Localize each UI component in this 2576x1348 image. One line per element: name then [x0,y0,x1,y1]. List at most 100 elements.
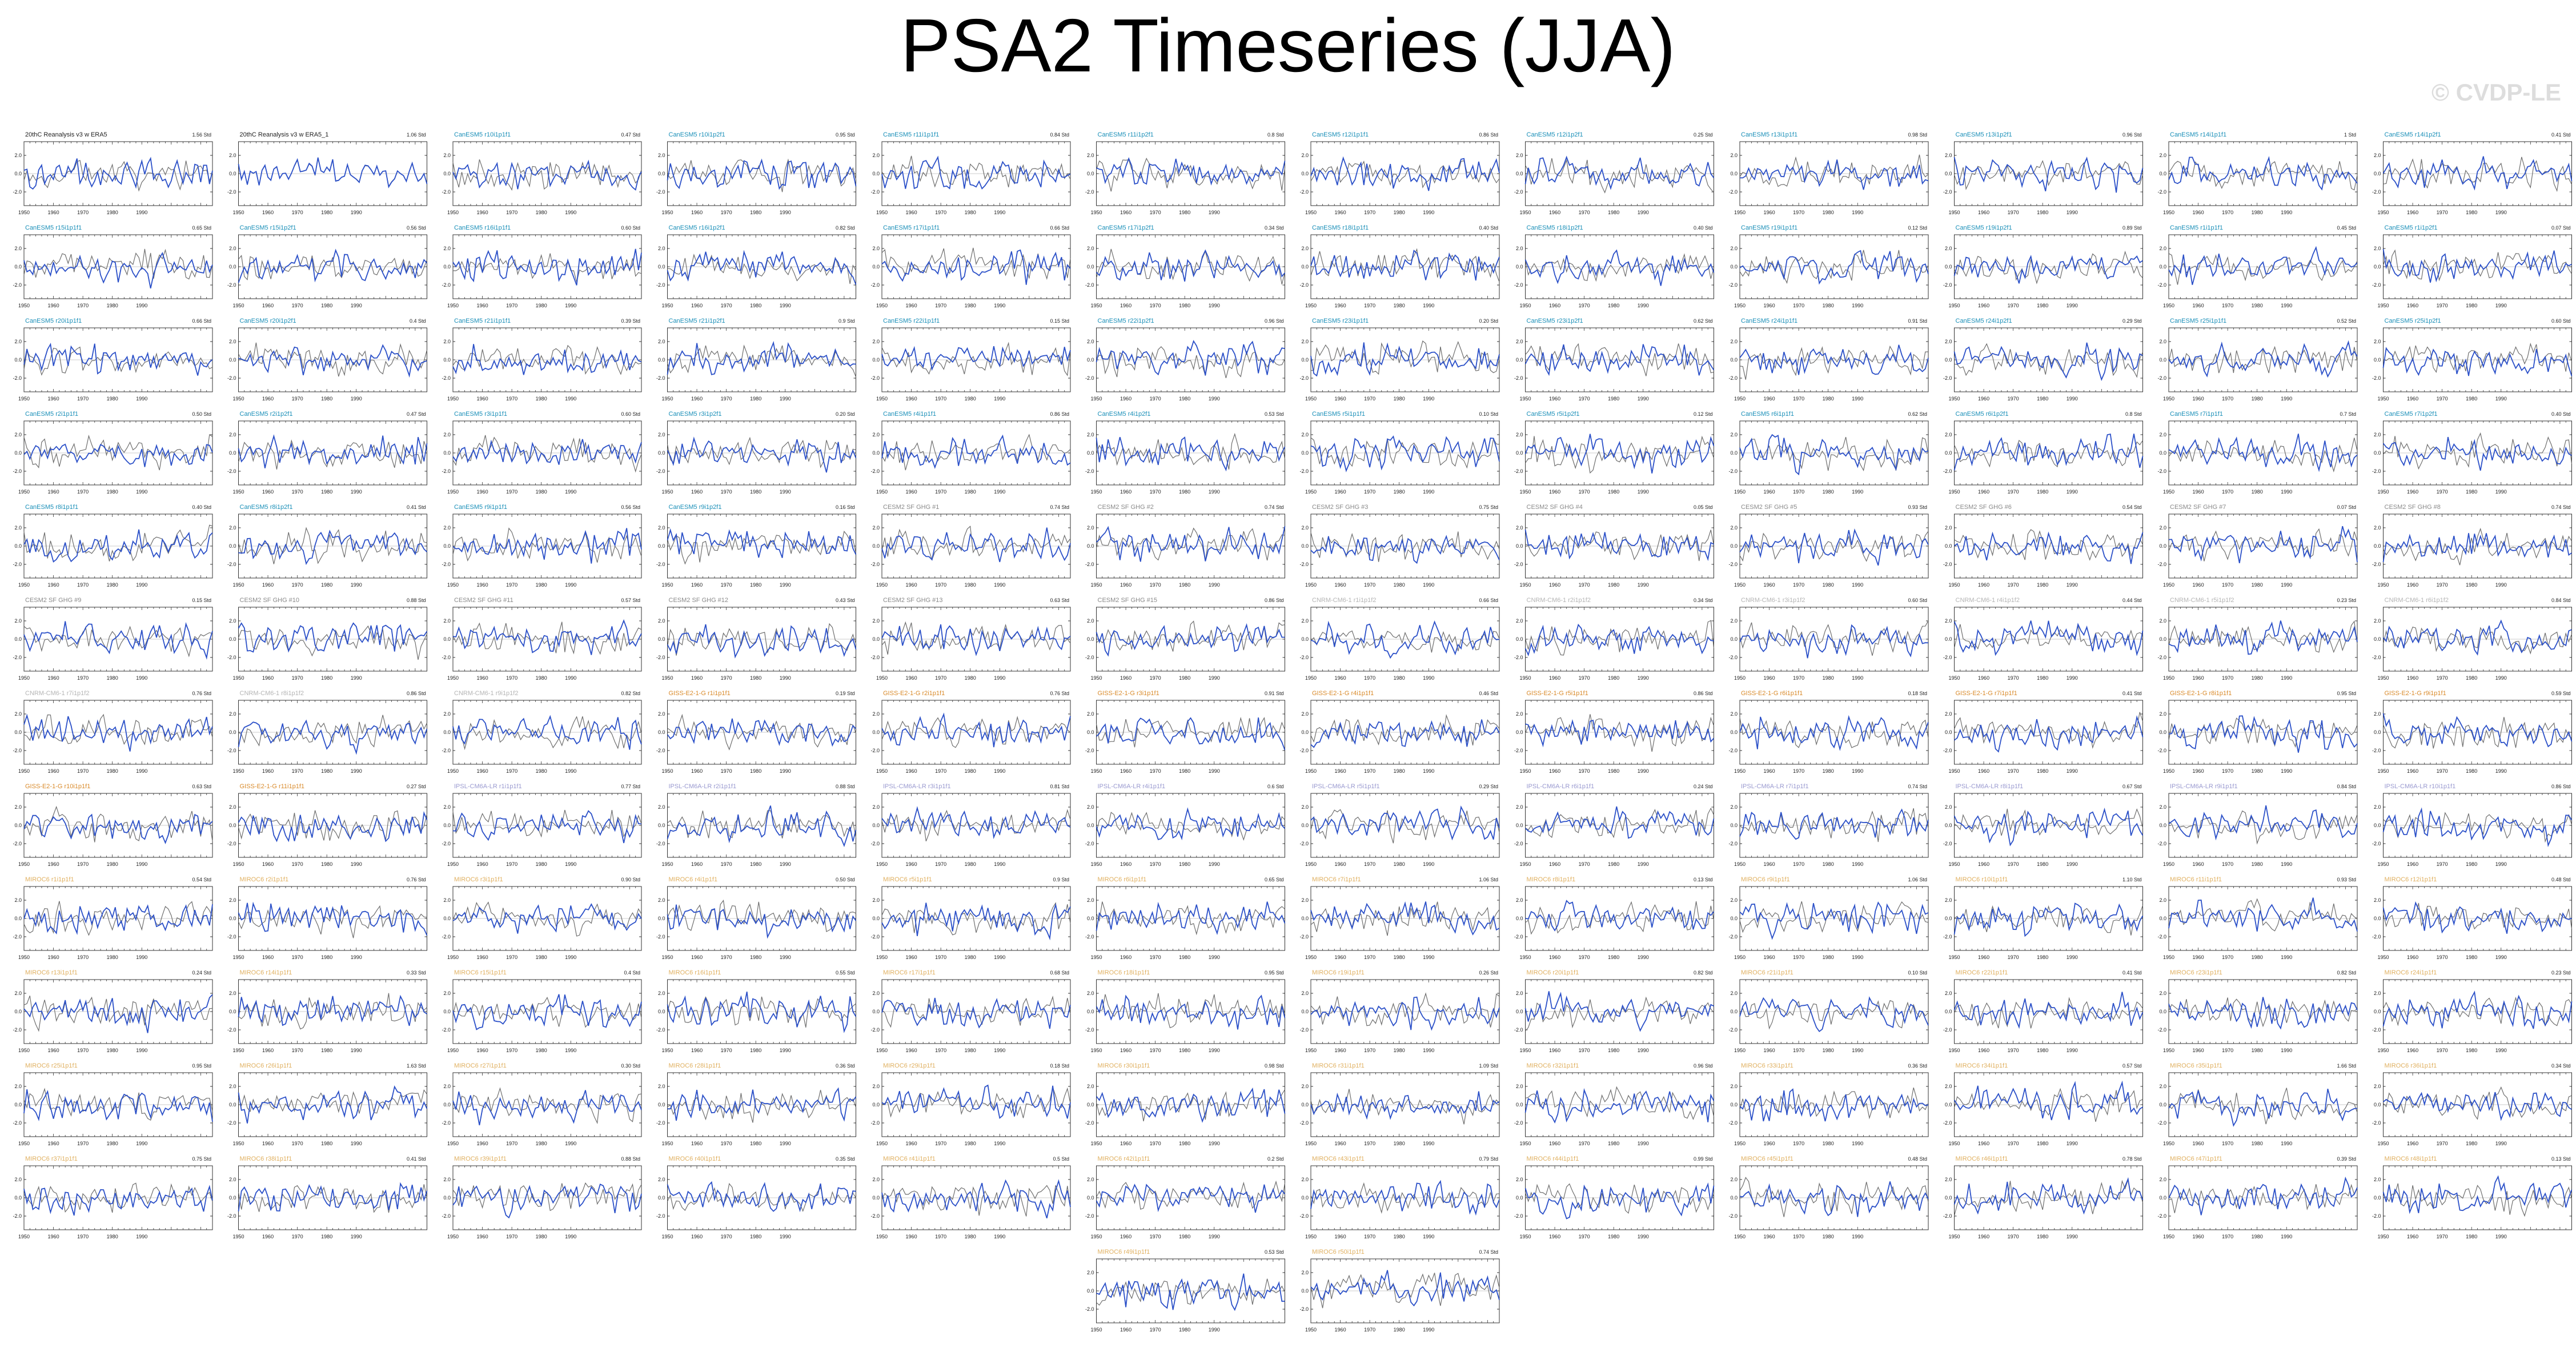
y-tick-label: 0.0 [872,543,880,549]
panel-label: CanESM5 r24i1p1f1 [1741,318,1797,324]
panel-label: 20thC Reanalysis v3 w ERA5 [25,131,107,138]
x-tick-label: 1980 [1608,489,1619,495]
y-tick-label: 2.0 [872,153,880,158]
x-tick-label: 1950 [661,210,673,215]
y-tick-label: 2.0 [1301,246,1309,251]
x-tick-label: 1970 [1364,396,1375,402]
x-tick-label: 1990 [2281,396,2292,402]
y-tick-label: 2.0 [872,246,880,251]
panel-label: CanESM5 r21i1p1f1 [454,318,511,324]
panel-label: CanESM5 r14i1p1f1 [2170,131,2226,138]
x-tick-label: 1960 [262,303,274,308]
x-tick-label: 1950 [18,489,30,495]
observation-series-line [1740,437,1928,471]
x-tick-label: 1990 [1638,303,1649,308]
panel-std-value: 0.50 Std [192,411,211,417]
panel-std-value: 0.84 Std [1050,132,1069,138]
y-tick-label: 2.0 [14,339,22,344]
x-tick-label: 1970 [1364,210,1375,215]
x-tick-label: 1950 [1519,489,1531,495]
x-tick-label: 1960 [1978,489,1989,495]
x-tick-label: 1950 [1948,489,1960,495]
y-tick-label: 2.0 [2374,153,2381,158]
y-tick-label: -2.0 [1085,468,1094,474]
y-tick-label: 0.0 [872,357,880,363]
x-tick-label: 1980 [2466,489,2477,495]
panel-label: CanESM5 r10i1p1f1 [454,131,511,138]
y-tick-label: 2.0 [2159,246,2166,251]
x-tick-label: 1960 [48,303,59,308]
model-series-line [668,530,856,558]
panel-label: CanESM5 r7i1p2f1 [2385,411,2438,418]
x-tick-label: 1970 [2008,303,2019,308]
x-tick-label: 1990 [136,489,147,495]
x-tick-label: 1970 [1150,396,1161,402]
panel-label: CanESM5 r6i1p2f1 [1956,411,2009,418]
y-tick-label: 2.0 [229,432,236,438]
panel-label: CanESM5 r25i1p2f1 [2385,318,2441,324]
y-tick-label: 2.0 [1516,153,1523,158]
panel-label: CESM2 SF GHG #4 [1527,504,1583,511]
model-series-line [1955,434,2143,470]
x-tick-label: 1990 [351,210,362,215]
x-tick-label: 1990 [994,489,1005,495]
y-tick-label: 2.0 [1730,432,1738,438]
y-tick-label: 0.0 [1516,450,1523,456]
y-tick-label: -2.0 [1728,189,1738,195]
x-tick-label: 1990 [565,396,576,402]
observation-series-line [1955,252,2143,283]
y-tick-label: 0.0 [443,450,451,456]
y-tick-label: -2.0 [1728,282,1738,288]
x-tick-label: 1990 [2067,210,2078,215]
x-tick-label: 1990 [780,396,791,402]
y-tick-label: 2.0 [443,246,451,251]
panel-std-value: 0.41 Std [407,504,426,510]
x-tick-label: 1960 [691,489,703,495]
x-tick-label: 1980 [965,396,976,402]
x-tick-label: 1990 [1209,396,1220,402]
panel-label: CanESM5 r23i1p1f1 [1312,318,1369,324]
y-tick-label: 2.0 [1516,339,1523,344]
x-tick-label: 1980 [536,210,547,215]
observation-series-line [882,156,1070,187]
y-tick-label: 0.0 [2159,450,2166,456]
model-series-line [239,436,427,468]
x-tick-label: 1980 [2037,396,2048,402]
y-tick-label: 0.0 [1730,543,1738,549]
panel-std-value: 0.07 Std [2551,225,2571,231]
x-tick-label: 1980 [1823,396,1834,402]
x-tick-label: 1970 [935,582,946,588]
x-tick-label: 1950 [447,582,459,588]
x-tick-label: 1970 [506,582,517,588]
x-tick-label: 1980 [321,303,332,308]
panel-std-value: 0.96 Std [1265,318,1284,324]
observation-series-line [1526,158,1714,192]
x-tick-label: 1960 [906,489,917,495]
observation-series-line [1311,250,1499,282]
y-tick-label: 2.0 [443,525,451,531]
y-tick-label: 2.0 [1516,525,1523,531]
y-tick-label: -2.0 [2157,282,2166,288]
y-tick-label: -2.0 [1943,468,1952,474]
model-series-line [1526,157,1714,188]
y-tick-label: 2.0 [1087,339,1094,344]
x-tick-label: 1950 [1734,396,1746,402]
x-tick-label: 1970 [2437,489,2448,495]
panel-label: CanESM5 r22i1p2f1 [1098,318,1154,324]
panel-std-value: 0.39 Std [621,318,640,324]
x-tick-label: 1990 [136,303,147,308]
x-tick-label: 1980 [750,396,761,402]
x-tick-label: 1950 [2377,303,2389,308]
y-tick-label: -2.0 [656,561,665,567]
panel-std-value: 0.12 Std [1694,411,1713,417]
